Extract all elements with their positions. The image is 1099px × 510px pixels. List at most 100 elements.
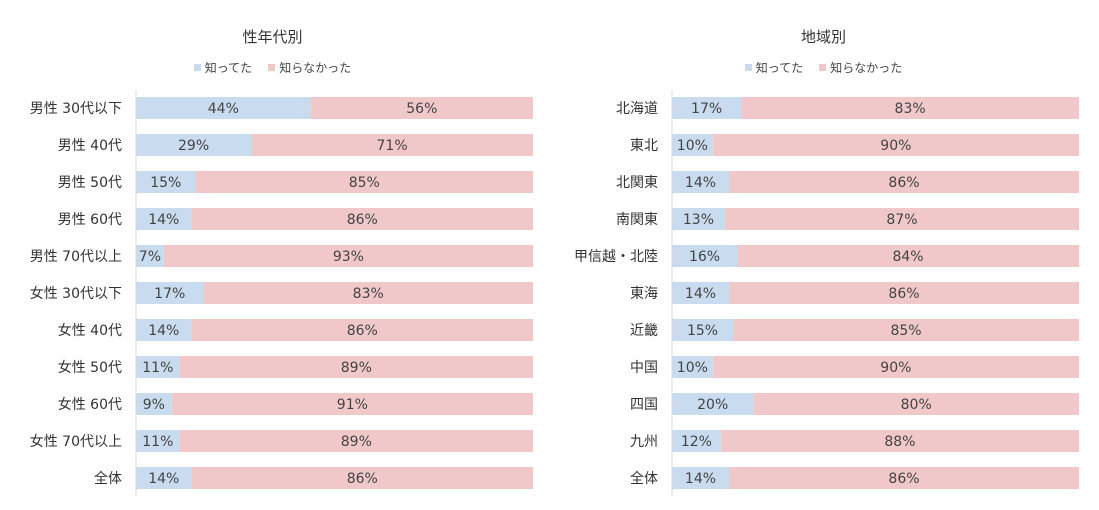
category-label: 男性 50代 bbox=[58, 175, 122, 191]
category-label: 北海道 bbox=[616, 101, 658, 117]
value-label-unknown: 91% bbox=[337, 397, 368, 413]
value-label-known: 16% bbox=[689, 249, 720, 265]
legend-label-unknown: 知らなかった bbox=[830, 61, 903, 75]
bar-unknown bbox=[724, 208, 1079, 230]
value-label-known: 15% bbox=[150, 175, 181, 191]
value-label-unknown: 86% bbox=[888, 286, 919, 302]
value-label-unknown: 86% bbox=[347, 471, 378, 487]
legend: 知ってた 知らなかった bbox=[548, 59, 1099, 76]
value-label-known: 14% bbox=[685, 175, 716, 191]
bar-row: 女性 30代以下 17% 83% bbox=[30, 282, 534, 304]
bar-unknown bbox=[179, 356, 534, 378]
bar-unknown bbox=[733, 319, 1079, 341]
bar-unknown bbox=[737, 245, 1079, 267]
bar-known bbox=[672, 134, 713, 156]
value-label-known: 17% bbox=[154, 286, 185, 302]
chart-region: 地域別 知ってた 知らなかった 北海道 17% 83% 東北 10% 90% 北関東 14% 8… bbox=[548, 0, 1099, 510]
bar-known bbox=[672, 430, 721, 452]
bar-known bbox=[136, 467, 192, 489]
bar-unknown bbox=[203, 282, 534, 304]
category-label: 甲信越・北陸 bbox=[574, 249, 658, 265]
value-label-known: 12% bbox=[681, 434, 712, 450]
value-label-unknown: 90% bbox=[880, 138, 911, 154]
value-label-known: 14% bbox=[148, 323, 179, 339]
category-label: 女性 40代 bbox=[58, 322, 122, 339]
bar-known bbox=[136, 356, 180, 378]
category-label: 全体 bbox=[94, 470, 122, 487]
legend-item-unknown: 知らなかった bbox=[268, 59, 351, 76]
category-label: 女性 70代以上 bbox=[30, 433, 122, 450]
bar-row: 女性 40代 14% 86% bbox=[58, 319, 533, 341]
bar-row: 男性 60代 14% 86% bbox=[58, 208, 533, 230]
bar-row: 南関東 13% 87% bbox=[616, 208, 1079, 230]
category-label: 男性 70代以上 bbox=[30, 249, 122, 265]
bar-row: 東北 10% 90% bbox=[630, 134, 1079, 156]
value-label-unknown: 93% bbox=[333, 249, 364, 265]
bar-unknown bbox=[251, 134, 533, 156]
bar-row: 四国 20% 80% bbox=[630, 393, 1079, 415]
value-label-known: 14% bbox=[685, 471, 716, 487]
value-label-known: 29% bbox=[178, 138, 209, 154]
bar-unknown bbox=[163, 245, 534, 267]
value-label-unknown: 86% bbox=[888, 471, 919, 487]
bar-known bbox=[136, 430, 180, 452]
chart-title: 地域別 bbox=[800, 28, 846, 46]
bar-unknown bbox=[728, 171, 1079, 193]
value-label-unknown: 90% bbox=[880, 360, 911, 376]
value-label-known: 10% bbox=[677, 360, 708, 376]
bar-unknown bbox=[191, 467, 533, 489]
bar-unknown bbox=[712, 134, 1079, 156]
category-label: 中国 bbox=[630, 360, 658, 376]
category-label: 女性 30代以下 bbox=[30, 285, 122, 302]
legend-label-known: 知ってた bbox=[204, 61, 253, 75]
value-label-unknown: 71% bbox=[377, 138, 408, 154]
bar-known bbox=[672, 282, 729, 304]
bar-row: 北海道 17% 83% bbox=[616, 97, 1079, 119]
value-label-known: 11% bbox=[142, 360, 173, 376]
value-label-unknown: 89% bbox=[341, 434, 372, 450]
category-label: 男性 30代以下 bbox=[30, 101, 122, 117]
bar-row: 近畿 15% 85% bbox=[630, 319, 1079, 341]
bar-row: 甲信越・北陸 16% 84% bbox=[574, 245, 1079, 267]
bar-known bbox=[672, 171, 729, 193]
value-label-known: 17% bbox=[691, 101, 722, 117]
bar-row: 男性 70代以上 7% 93% bbox=[30, 245, 534, 267]
plot-area: 男性 30代以下 44% 56%男性 40代 29% 71%男性 50代 15% 85%男性… bbox=[30, 90, 534, 496]
category-label: 男性 60代 bbox=[58, 212, 122, 228]
bar-unknown bbox=[712, 356, 1079, 378]
value-label-known: 44% bbox=[208, 101, 239, 117]
category-label: 南関東 bbox=[616, 212, 658, 228]
legend-label-known: 知ってた bbox=[755, 61, 804, 75]
chart-gender-age: 性年代別 知ってた 知らなかった 男性 30代以下 44% 56% 男性 40代 29%… bbox=[0, 0, 545, 510]
value-label-unknown: 89% bbox=[341, 360, 372, 376]
bar-unknown bbox=[171, 393, 534, 415]
category-label: 近畿 bbox=[630, 323, 658, 339]
value-label-unknown: 83% bbox=[353, 286, 384, 302]
value-label-unknown: 84% bbox=[892, 249, 923, 265]
bar-unknown bbox=[179, 430, 534, 452]
bar-known bbox=[136, 393, 172, 415]
bar-known bbox=[672, 393, 754, 415]
legend-swatch-unknown bbox=[268, 64, 276, 71]
bar-row: 女性 60代 9% 91% bbox=[58, 393, 534, 415]
value-label-known: 10% bbox=[677, 138, 708, 154]
bar-unknown bbox=[191, 208, 533, 230]
bar-row: 女性 50代 11% 89% bbox=[58, 356, 534, 378]
value-label-unknown: 86% bbox=[347, 212, 378, 228]
bar-row: 全体 14% 86% bbox=[630, 467, 1079, 489]
bar-unknown bbox=[191, 319, 533, 341]
value-label-unknown: 86% bbox=[347, 323, 378, 339]
legend-swatch-known bbox=[193, 64, 201, 71]
bar-known bbox=[136, 171, 196, 193]
legend-item-unknown: 知らなかった bbox=[819, 59, 902, 76]
plot-area: 北海道 17% 83% 東北 10% 90% 北関東 14% 86% 南関東 13% 87% 甲信越・北… bbox=[574, 90, 1079, 496]
bar-row: 男性 40代 29% 71% bbox=[58, 134, 533, 156]
bar-known bbox=[136, 319, 192, 341]
bar-known bbox=[136, 97, 311, 119]
bar-row: 中国 10% 90% bbox=[630, 356, 1079, 378]
bar-unknown bbox=[195, 171, 534, 193]
category-label: 男性 40代 bbox=[58, 138, 122, 154]
value-label-unknown: 87% bbox=[886, 212, 917, 228]
bar-known bbox=[672, 208, 725, 230]
bar-known bbox=[672, 356, 713, 378]
